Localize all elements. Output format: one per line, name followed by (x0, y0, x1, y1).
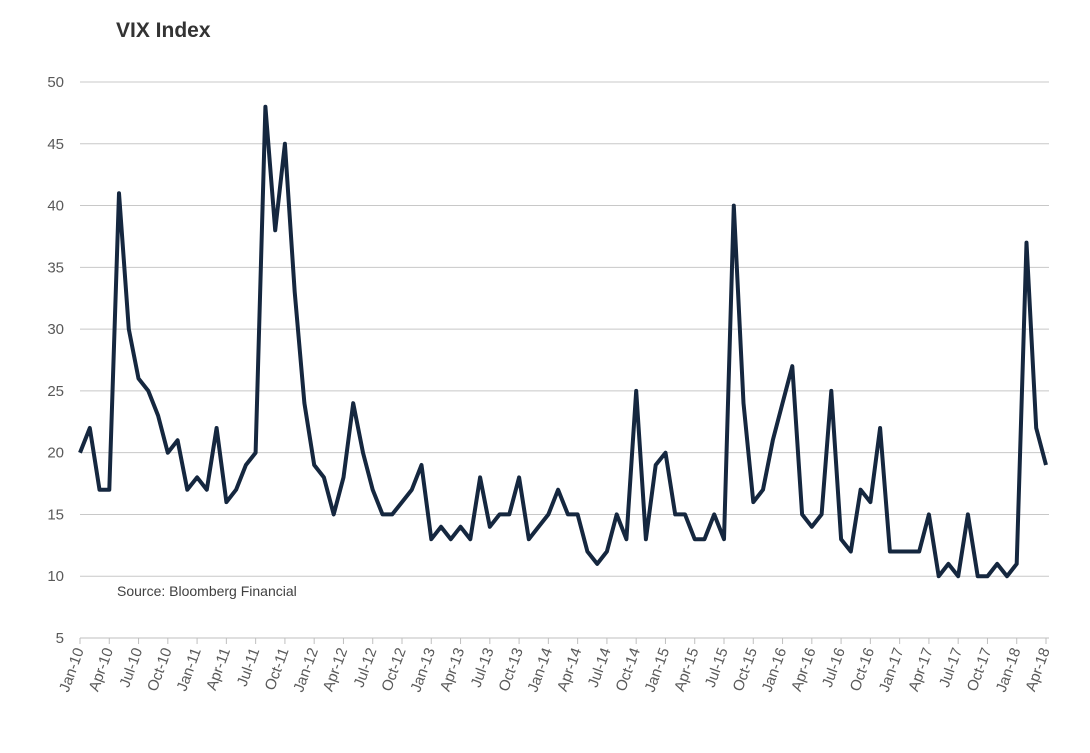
x-tick-label: Oct-13 (495, 646, 526, 694)
y-tick-label: 45 (47, 136, 64, 153)
x-tick-label: Jan-13 (407, 646, 439, 695)
x-tick-label: Jan-15 (642, 646, 674, 695)
x-tick-label: Oct-14 (613, 646, 644, 694)
chart-title: VIX Index (116, 19, 211, 42)
x-tick-label: Apr-14 (554, 646, 585, 694)
annotation: Source: Bloomberg Financial (117, 583, 297, 599)
x-tick-label: Jul-12 (351, 646, 381, 690)
x-tick-label: Jul-13 (468, 646, 498, 690)
x-tick-label: Jul-10 (116, 646, 146, 690)
y-tick-label: 20 (47, 445, 64, 462)
x-tick-label: Jul-11 (234, 646, 264, 689)
y-tick-label: 25 (47, 383, 64, 400)
y-tick-label: 50 (47, 74, 64, 91)
y-tick-label: 40 (47, 198, 64, 215)
x-tick-label: Jan-18 (993, 646, 1025, 695)
x-tick-label: Apr-16 (788, 646, 819, 694)
x-tick-label: Oct-17 (964, 646, 995, 694)
x-tick-label: Oct-16 (847, 646, 878, 694)
x-tick-label: Jul-17 (936, 646, 966, 690)
x-tick-label: Apr-11 (203, 646, 234, 693)
x-tick-label: Jan-12 (290, 646, 322, 695)
x-tick-label: Apr-18 (1022, 646, 1053, 694)
y-tick-label: 5 (56, 630, 64, 647)
y-tick-label: 15 (47, 506, 64, 523)
x-tick-label: Jan-11 (174, 646, 205, 694)
y-tick-label: 10 (47, 568, 64, 585)
x-tick-label: Apr-13 (437, 646, 468, 694)
x-tick-label: Jul-16 (819, 646, 849, 690)
x-tick-label: Apr-15 (671, 646, 702, 694)
y-tick-label: 35 (47, 259, 64, 276)
x-tick-label: Jan-16 (759, 646, 791, 695)
data-line (78, 104, 1048, 579)
x-tick-label: Apr-10 (86, 646, 117, 694)
x-tick-label: Jul-15 (702, 646, 732, 690)
x-tick-label: Oct-12 (378, 646, 409, 694)
x-tick-label: Jan-17 (876, 646, 908, 695)
x-tick-label: Oct-15 (730, 646, 761, 694)
x-tick-label: Jan-10 (56, 646, 88, 695)
x-tick-label: Apr-12 (320, 646, 351, 694)
x-tick-label: Jan-14 (524, 646, 556, 695)
y-tick-label: 30 (47, 321, 64, 338)
x-tick-label: Oct-10 (144, 646, 175, 694)
x-tick-label: Jul-14 (585, 646, 615, 690)
x-tick-label: Apr-17 (905, 646, 936, 694)
x-tick-label: Oct-11 (262, 646, 293, 693)
